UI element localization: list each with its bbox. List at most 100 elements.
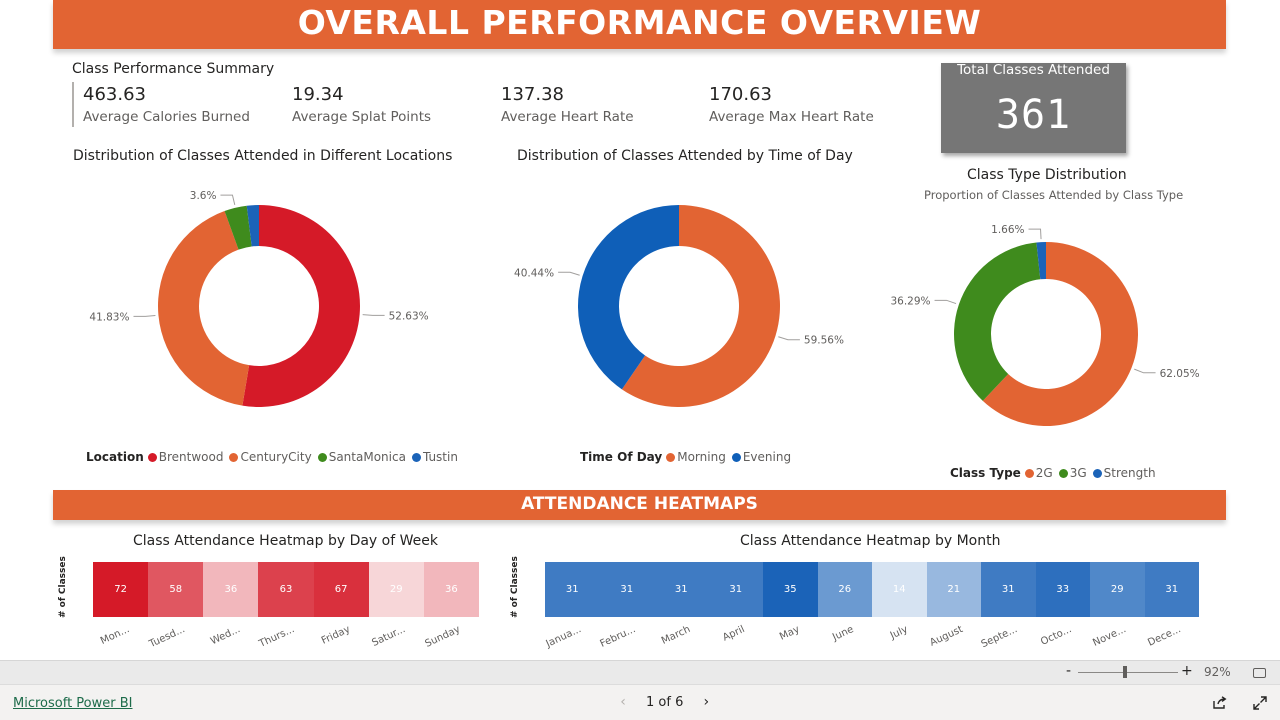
data-label: 41.83% (89, 311, 129, 323)
legend-item-tustin[interactable]: Tustin (411, 450, 458, 464)
legend-item-morning[interactable]: Morning (666, 450, 726, 464)
kpi-value: 170.63 (709, 84, 772, 105)
heatmap-cell[interactable]: 31 (545, 562, 600, 617)
heatmap-x-label: Thurs... (257, 624, 297, 650)
legend-title: Location (86, 450, 144, 464)
heatmap-cell[interactable]: 72 (93, 562, 149, 617)
legend-item-centurycity[interactable]: CenturyCity (229, 450, 312, 464)
legend-item-santamonica[interactable]: SantaMonica (317, 450, 406, 464)
legend-label: SantaMonica (328, 450, 406, 464)
heatmap-cell[interactable]: 36 (423, 562, 479, 617)
kpi-label: Average Splat Points (292, 109, 432, 125)
heatmap-cell[interactable]: 31 (981, 562, 1036, 617)
location-legend: Location Brentwood CenturyCity SantaMonica… (86, 450, 464, 464)
kpi-calories[interactable]: 463.63 Average Calories Burned (83, 84, 250, 128)
heatmap-cell[interactable]: 14 (872, 562, 927, 617)
time-donut-chart[interactable]: 59.56% 40.44% (490, 170, 870, 450)
zoom-slider-handle[interactable] (1123, 666, 1127, 678)
heatmap-x-label: April (721, 624, 747, 644)
fullscreen-icon[interactable] (1253, 696, 1267, 710)
page-title: OVERALL PERFORMANCE OVERVIEW (53, 0, 1226, 49)
data-label-leader (558, 271, 580, 276)
heatmap-x-label: May (777, 624, 801, 643)
heatmap-cell[interactable]: 35 (763, 562, 818, 617)
kpi-heart-rate[interactable]: 137.38 Average Heart Rate (501, 84, 634, 128)
heatmap-x-label: Octo... (1039, 624, 1074, 648)
day-heatmap-title: Class Attendance Heatmap by Day of Week (133, 533, 438, 549)
month-heatmap[interactable]: 31 31 31 31 35 26 14 21 31 33 29 31 (545, 562, 1199, 617)
donut-slice-tustin[interactable] (246, 205, 259, 247)
donut-slice-centurycity[interactable] (158, 211, 250, 406)
donut-slice-evening[interactable] (578, 205, 679, 390)
legend-dot (1092, 468, 1102, 478)
heatmap-cell[interactable]: 63 (258, 562, 314, 617)
legend-dot (317, 452, 327, 462)
heatmap-x-label: Septe... (979, 624, 1019, 651)
legend-item-2g[interactable]: 2G (1024, 466, 1053, 480)
kpi-card-title: Class Performance Summary (72, 61, 275, 77)
heatmap-cell[interactable]: 33 (1035, 562, 1090, 617)
total-classes-label: Total Classes Attended (957, 62, 1110, 78)
zoom-slider-track[interactable] (1078, 672, 1178, 673)
heatmap-cell[interactable]: 29 (1090, 562, 1145, 617)
legend-label: Morning (677, 450, 726, 464)
legend-item-evening[interactable]: Evening (731, 450, 791, 464)
heatmap-cell[interactable]: 29 (368, 562, 424, 617)
kpi-max-heart-rate[interactable]: 170.63 Average Max Heart Rate (709, 84, 874, 128)
kpi-splat-points[interactable]: 19.34 Average Splat Points (292, 84, 431, 128)
heatmap-x-label: Mon... (98, 624, 132, 647)
data-label-leader (934, 299, 957, 305)
total-classes-card[interactable]: Total Classes Attended 361 (941, 63, 1126, 153)
fit-to-page-icon[interactable] (1253, 668, 1266, 678)
heatmap-cell[interactable]: 67 (313, 562, 369, 617)
heatmap-x-label: Janua... (544, 624, 583, 650)
month-heatmap-ylabel: # of Classes (510, 556, 520, 618)
footer-bar: Microsoft Power BI ‹ 1 of 6 › (0, 684, 1280, 720)
donut-slice-morning[interactable] (621, 205, 780, 407)
zoom-out-button[interactable]: - (1066, 663, 1072, 679)
heatmap-cell[interactable]: 31 (599, 562, 654, 617)
legend-label: 2G (1035, 466, 1053, 480)
heatmap-cell[interactable]: 31 (1144, 562, 1199, 617)
next-page-icon[interactable]: › (703, 694, 710, 710)
day-heatmap-ylabel: # of Classes (58, 556, 68, 618)
total-classes-value: 361 (995, 92, 1072, 138)
previous-page-icon[interactable]: ‹ (620, 694, 626, 710)
legend-dot (666, 452, 676, 462)
heatmap-cell[interactable]: 58 (148, 562, 204, 617)
legend-item-brentwood[interactable]: Brentwood (147, 450, 223, 464)
page-navigator: ‹ 1 of 6 › (612, 694, 717, 710)
donut-slice-strength[interactable] (1036, 242, 1046, 280)
donut-slice-brentwood[interactable] (242, 205, 361, 407)
legend-item-3g[interactable]: 3G (1058, 466, 1087, 480)
time-legend: Time Of Day Morning Evening (580, 450, 797, 464)
share-icon[interactable] (1212, 696, 1228, 710)
heatmap-x-label: July (888, 624, 910, 642)
legend-label: Tustin (422, 450, 458, 464)
type-donut-chart[interactable]: 62.05% 36.29% 1.66% (880, 210, 1210, 460)
heatmap-x-label: Sunday (423, 624, 463, 650)
zoom-in-button[interactable]: + (1181, 663, 1193, 679)
heatmap-cell[interactable]: 36 (203, 562, 259, 617)
legend-label: CenturyCity (240, 450, 312, 464)
power-bi-link[interactable]: Microsoft Power BI (13, 696, 133, 711)
legend-label: 3G (1069, 466, 1087, 480)
type-legend: Class Type 2G 3G Strength (950, 466, 1162, 480)
heatmap-x-label: Wed... (208, 624, 242, 648)
donut-slice-santamonica[interactable] (224, 205, 252, 250)
donut-slice-2g[interactable] (982, 242, 1138, 426)
heatmap-x-label: Nove... (1091, 624, 1128, 649)
location-donut-chart[interactable]: 52.63% 41.83% 3.6% (60, 170, 480, 450)
data-label-leader (220, 194, 236, 205)
kpi-accent-bar (72, 82, 74, 127)
heatmap-cell[interactable]: 31 (654, 562, 709, 617)
heatmap-cell[interactable]: 26 (817, 562, 872, 617)
heatmap-cell[interactable]: 21 (926, 562, 981, 617)
data-label-leader (778, 336, 800, 341)
legend-item-strength[interactable]: Strength (1092, 466, 1156, 480)
heatmap-cell[interactable]: 31 (708, 562, 763, 617)
donut-slice-3g[interactable] (954, 242, 1041, 401)
kpi-label: Average Max Heart Rate (709, 109, 874, 125)
day-heatmap[interactable]: 72 58 36 63 67 29 36 (93, 562, 479, 617)
heatmap-x-label: June (831, 624, 856, 644)
